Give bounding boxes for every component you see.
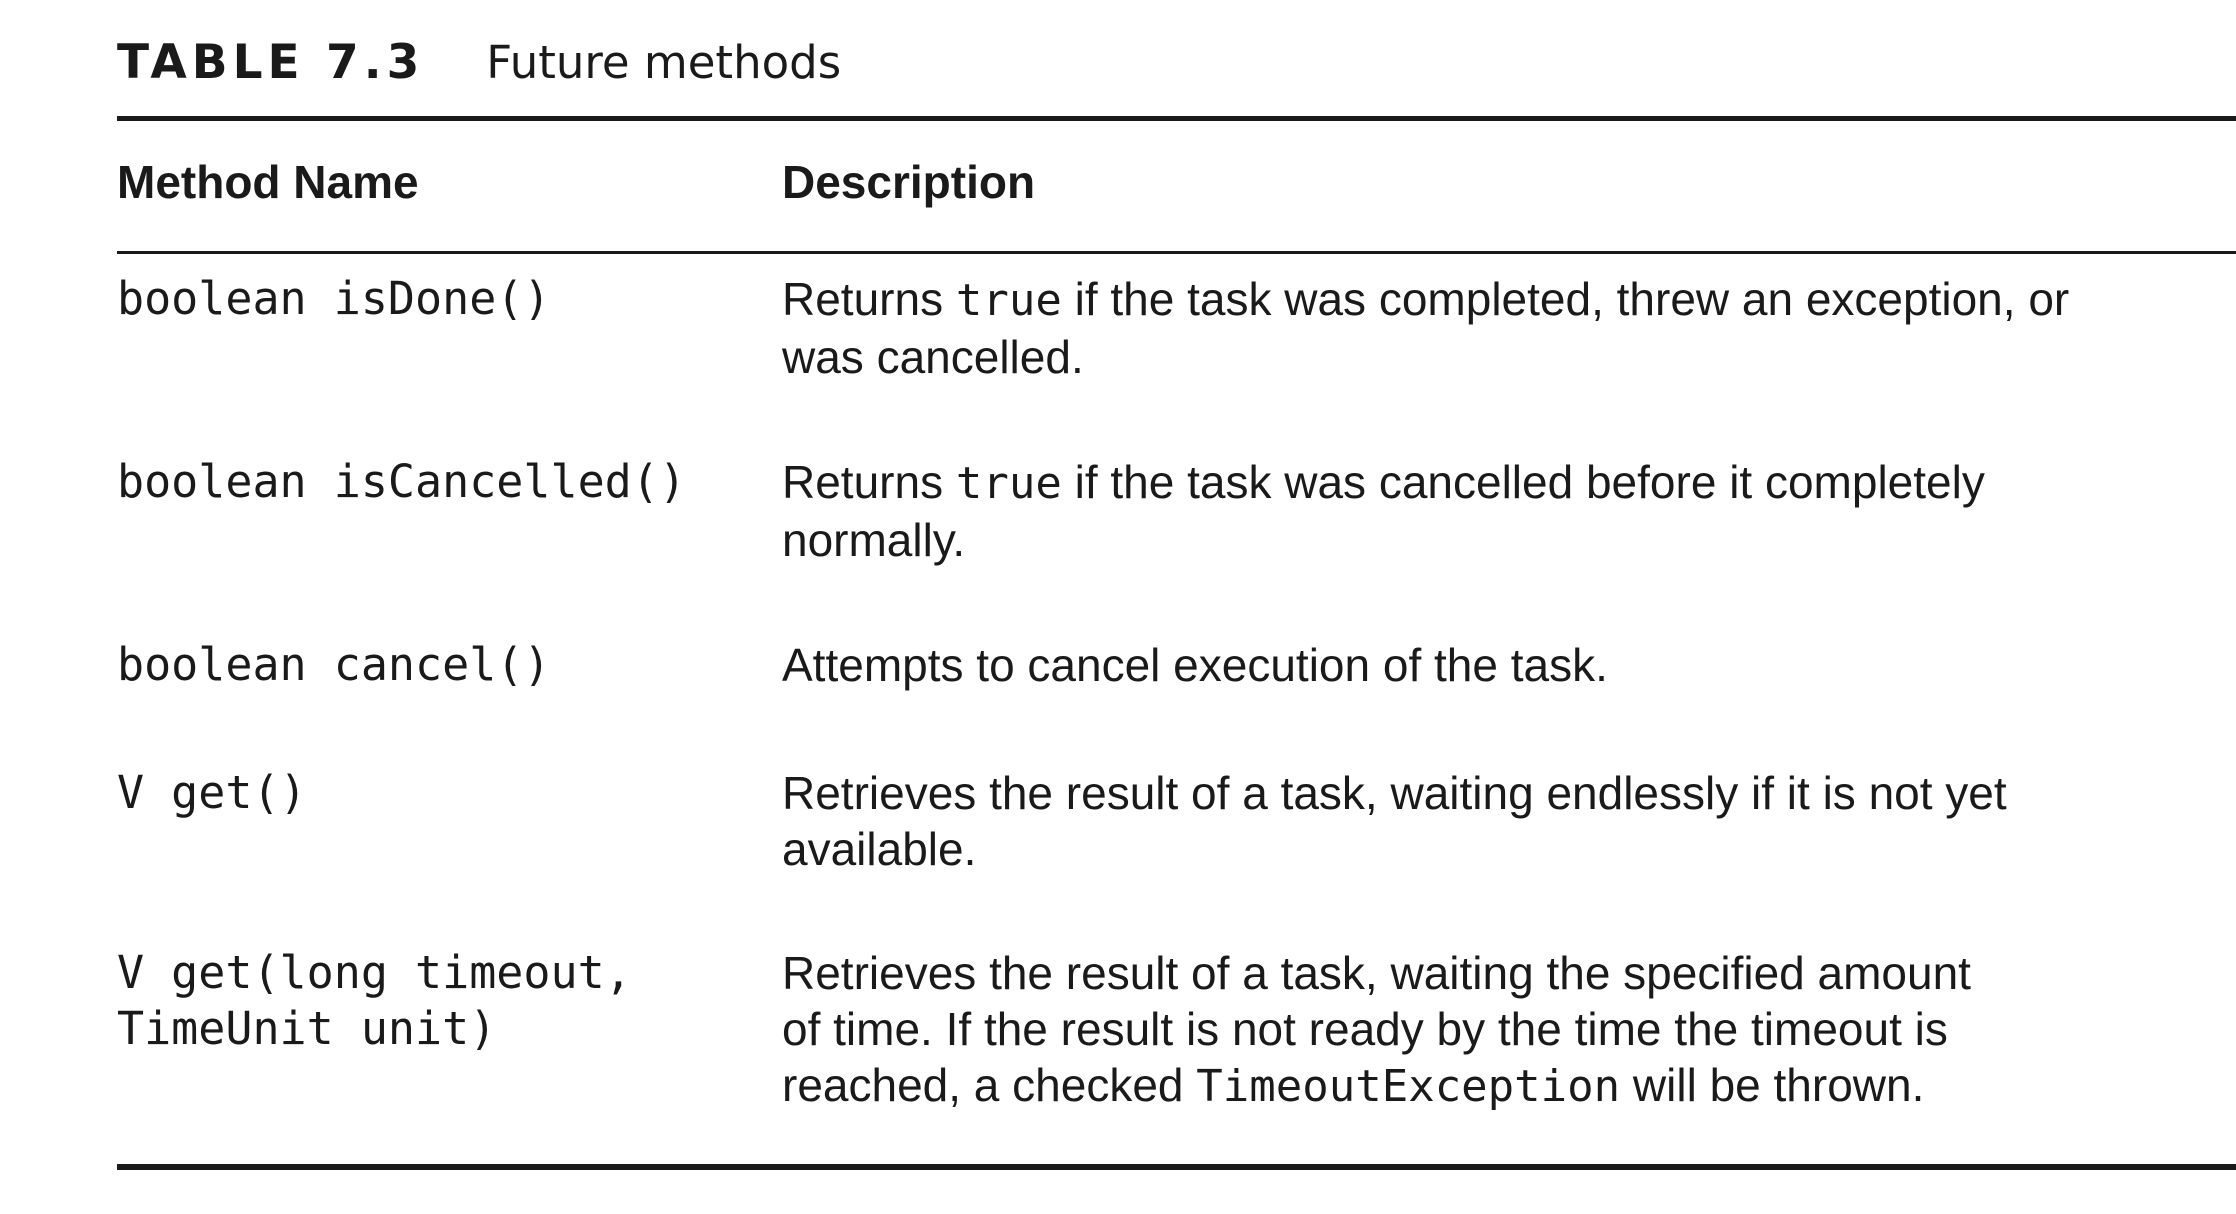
description-cell: Retrieves the result of a task, waiting … [782,945,2236,1115]
description-cell: Attempts to cancel execution of the task… [782,637,2236,693]
description-text: if the task was completed, threw an exce… [1061,273,2070,325]
inline-code: true [955,458,1062,509]
description-line: Retrieves the result of a task, waiting … [782,947,1971,999]
method-name-cell: boolean isCancelled() [117,455,686,508]
description-line: normally. [782,514,966,566]
inline-code: true [955,275,1062,326]
description-text: will be thrown. [1620,1059,1925,1111]
column-header-description: Description [782,156,1036,208]
bottom-rule [117,1164,2236,1170]
header-rule [117,251,2236,254]
method-name-cell: boolean cancel() [117,638,551,691]
method-name-cell: V get(long timeout, TimeUnit unit) [117,946,632,1055]
description-cell: Returns true if the task was cancelled b… [782,454,2236,568]
description-cell: Returns true if the task was completed, … [782,271,2236,385]
column-header-method-name: Method Name [117,156,419,208]
description-line: Retrieves the result of a task, waiting … [782,767,2007,819]
description-text: Returns [782,273,956,325]
description-line: Returns true if the task was completed, … [782,271,2236,329]
inline-code: TimeoutException [1196,1061,1621,1112]
description-text: reached, a checked [782,1059,1197,1111]
table-number: TABLE 7.3 [117,34,425,90]
description-line: available. [782,823,977,875]
description-line: Attempts to cancel execution of the task… [782,639,1608,691]
table-title: Future methods [486,35,842,89]
description-line: Returns true if the task was cancelled b… [782,454,2236,512]
description-cell: Retrieves the result of a task, waiting … [782,765,2236,877]
description-text: Returns [782,456,956,508]
description-text: if the task was cancelled before it comp… [1061,456,1985,508]
description-line: of time. If the result is not ready by t… [782,1003,1948,1055]
top-rule [117,116,2236,121]
description-line: reached, a checked TimeoutException will… [782,1057,2236,1115]
method-name-cell: boolean isDone() [117,272,551,325]
table-caption: TABLE 7.3 Future methods [117,30,841,94]
description-line: was cancelled. [782,331,1084,383]
method-name-cell: V get() [117,766,307,819]
